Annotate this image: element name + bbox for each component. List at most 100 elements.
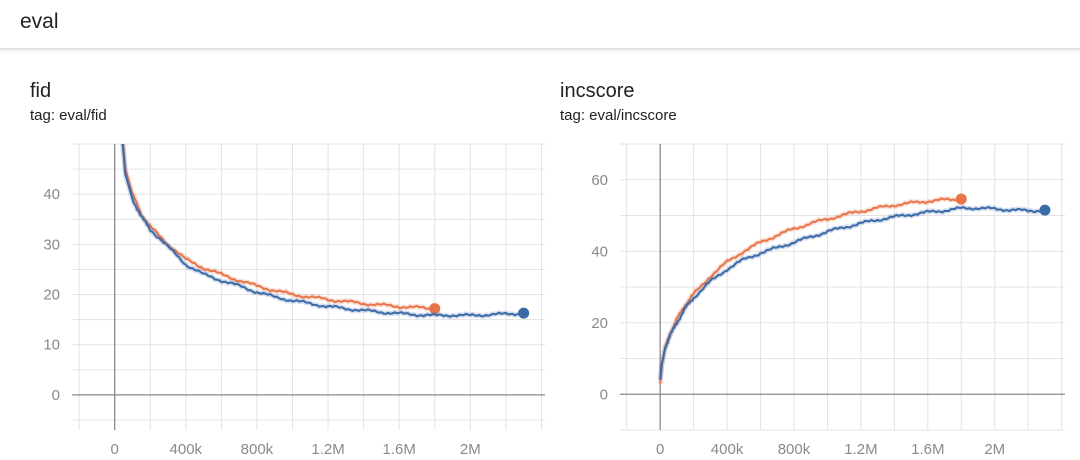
- data-point: [927, 200, 929, 202]
- data-point: [669, 334, 671, 336]
- data-point: [256, 291, 258, 293]
- data-point: [910, 202, 912, 204]
- data-point: [960, 207, 962, 209]
- data-point: [659, 379, 661, 381]
- data-point: [124, 173, 126, 175]
- y-tick-label: 20: [43, 287, 60, 304]
- data-point: [944, 209, 946, 211]
- data-point: [505, 313, 507, 315]
- data-point: [291, 294, 293, 296]
- data-point: [220, 279, 222, 281]
- series-line: [121, 144, 525, 318]
- data-point: [860, 222, 862, 224]
- data-point: [309, 296, 311, 298]
- data-point: [927, 211, 929, 213]
- data-point: [760, 252, 762, 254]
- chart-card-incscore: incscore tag: eval/incscore 0 400k 800k 1.2…: [560, 80, 1080, 460]
- x-tick-label: 400k: [711, 441, 744, 458]
- data-point: [363, 310, 365, 312]
- data-point: [743, 250, 745, 252]
- data-point: [826, 218, 828, 220]
- x-tick-label: 1.6M: [383, 441, 416, 458]
- fid-plot[interactable]: 0 400k 800k 1.2M 1.6M 2M 0 10 20 30 40: [30, 80, 560, 460]
- series-1: [117, 93, 526, 320]
- data-point: [709, 281, 711, 283]
- data-point: [760, 241, 762, 243]
- data-point: [877, 207, 879, 209]
- data-point: [810, 222, 812, 224]
- y-tick-label: 60: [591, 172, 608, 189]
- data-point: [274, 290, 276, 292]
- data-point: [238, 279, 240, 281]
- data-point: [826, 231, 828, 233]
- chart-tag: tag: eval/fid: [30, 107, 107, 124]
- data-point: [877, 219, 879, 221]
- x-tick-label: 800k: [241, 441, 274, 458]
- data-point: [743, 258, 745, 260]
- series-1: [657, 204, 1046, 381]
- data-point: [659, 383, 661, 385]
- series-line: [121, 144, 436, 312]
- data-point: [661, 363, 663, 365]
- grid: [620, 143, 1065, 431]
- x-tick-label: 800k: [778, 441, 811, 458]
- data-point: [398, 306, 400, 308]
- data-point: [117, 93, 119, 95]
- data-point: [684, 307, 686, 309]
- chart-card-fid: fid tag: eval/fid 0 400k 800k 1.2M 1.6M 2M 0 10…: [30, 80, 560, 460]
- data-point: [434, 315, 436, 317]
- x-tick-label: 0: [656, 441, 664, 458]
- data-point: [291, 300, 293, 302]
- data-point: [327, 299, 329, 301]
- data-point: [793, 228, 795, 230]
- data-point: [117, 93, 119, 95]
- data-point: [726, 268, 728, 270]
- y-tick-label: 0: [52, 387, 60, 404]
- data-point: [345, 301, 347, 303]
- incscore-plot[interactable]: 0 400k 800k 1.2M 1.6M 2M 0 20 40 60: [560, 80, 1080, 460]
- data-point: [776, 234, 778, 236]
- data-point: [810, 236, 812, 238]
- y-tick-label: 20: [591, 315, 608, 332]
- data-point: [363, 303, 365, 305]
- data-point: [693, 293, 695, 295]
- chart-title: fid: [30, 80, 52, 102]
- data-point: [274, 296, 276, 298]
- series-halo: [657, 196, 962, 384]
- data-point: [220, 273, 222, 275]
- data-point: [1027, 210, 1029, 212]
- data-point: [893, 216, 895, 218]
- data-point: [203, 267, 205, 269]
- data-point: [256, 285, 258, 287]
- data-point: [131, 198, 133, 200]
- y-tick-label: 30: [43, 236, 60, 253]
- data-point: [238, 285, 240, 287]
- data-point: [944, 199, 946, 201]
- y-tick-label: 40: [43, 186, 60, 203]
- series-end-marker: [518, 307, 530, 319]
- data-point: [380, 311, 382, 313]
- data-point: [309, 303, 311, 305]
- series-line: [659, 206, 1045, 380]
- x-tick-label: 1.2M: [844, 441, 877, 458]
- series-0: [117, 93, 437, 313]
- grid: [72, 143, 545, 430]
- series-halo: [120, 144, 437, 313]
- series-line: [659, 197, 962, 384]
- chart-tag: tag: eval/incscore: [560, 107, 677, 124]
- x-tick-label: 0: [111, 441, 119, 458]
- data-point: [140, 216, 142, 218]
- data-point: [185, 258, 187, 260]
- data-point: [994, 208, 996, 210]
- data-point: [416, 314, 418, 316]
- data-point: [327, 306, 329, 308]
- section-header: eval: [0, 0, 1080, 50]
- x-tick-label: 2M: [460, 441, 481, 458]
- data-point: [416, 307, 418, 309]
- data-point: [167, 246, 169, 248]
- series-end-marker: [1039, 204, 1051, 216]
- data-point: [676, 322, 678, 324]
- data-point: [693, 297, 695, 299]
- data-point: [860, 210, 862, 212]
- data-point: [726, 261, 728, 263]
